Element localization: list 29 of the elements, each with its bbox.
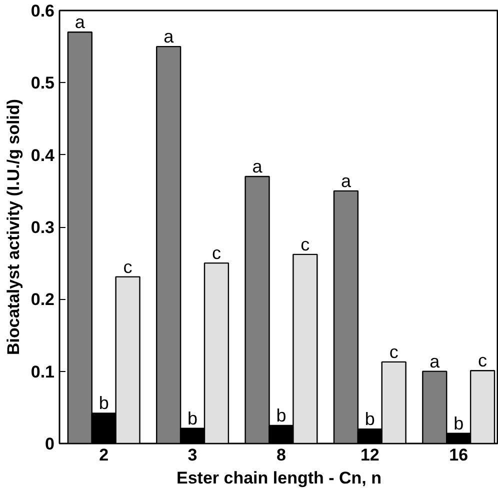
y-tick-label: 0.4 xyxy=(30,146,56,165)
y-tick-label: 0.3 xyxy=(30,218,55,237)
x-tick-label: 16 xyxy=(449,446,468,464)
data-label: a xyxy=(340,170,352,191)
x-tick-label: 12 xyxy=(360,446,380,464)
data-label: b xyxy=(454,413,464,434)
data-label: c xyxy=(123,256,132,277)
y-axis-title: Biocatalyst activity (I.U./g solid) xyxy=(4,98,23,355)
x-tick-label: 3 xyxy=(188,446,198,464)
data-label: c xyxy=(389,342,398,362)
y-tick-label: 0.2 xyxy=(30,290,55,310)
data-label: b xyxy=(364,409,375,430)
data-label: c xyxy=(212,243,221,264)
data-label: a xyxy=(252,156,264,176)
data-label: b xyxy=(188,408,198,428)
data-label: b xyxy=(98,393,109,414)
data-label: c xyxy=(478,350,488,371)
x-tick-label: 8 xyxy=(276,446,286,464)
data-label: a xyxy=(164,26,175,47)
y-tick-label: 0 xyxy=(45,434,55,454)
data-label: a xyxy=(430,351,441,372)
data-label: c xyxy=(300,234,310,254)
x-axis-title: Ester chain length - Cn, n xyxy=(176,468,382,488)
x-tick-label: 2 xyxy=(99,446,109,464)
y-tick-label: 0.1 xyxy=(30,362,55,382)
data-label: b xyxy=(276,405,286,426)
y-tick-label: 0.5 xyxy=(30,74,55,93)
y-tick-label: 0.6 xyxy=(30,2,55,20)
data-label: a xyxy=(74,12,86,32)
